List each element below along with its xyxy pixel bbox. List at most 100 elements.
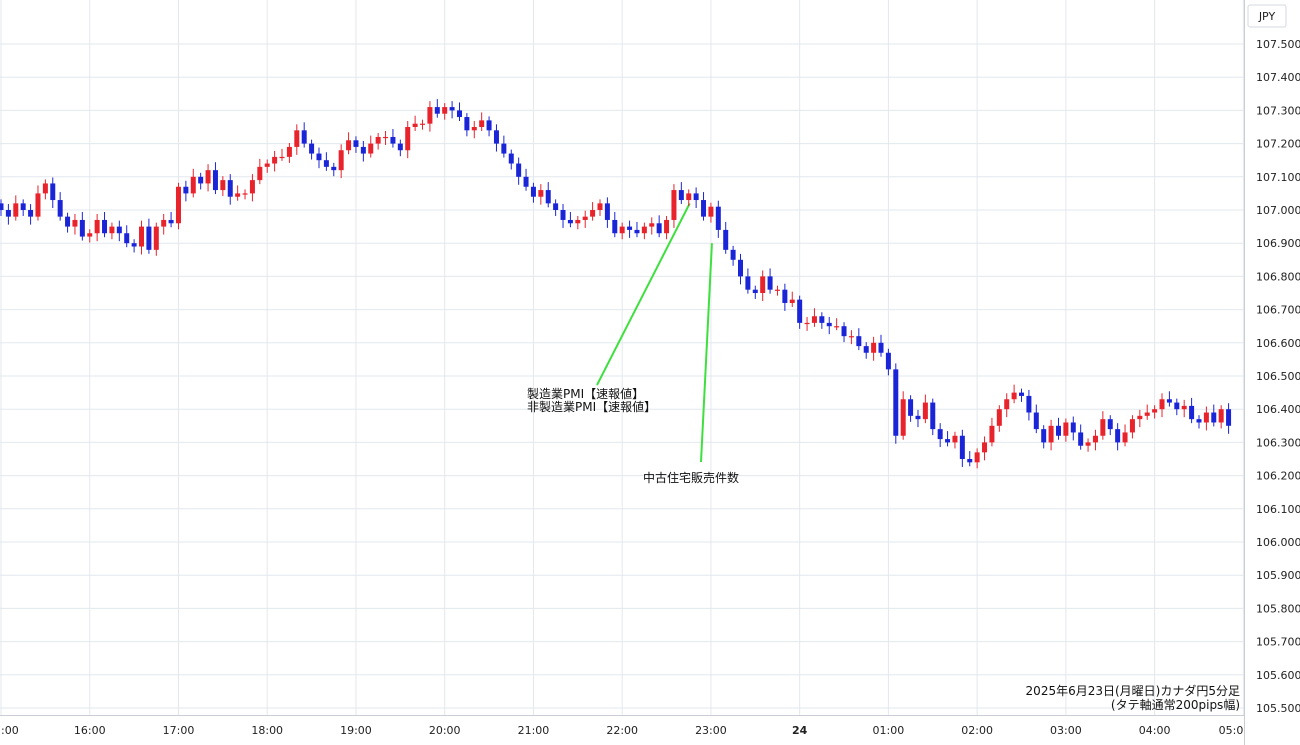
candle: [664, 215, 670, 240]
candle-body: [1033, 412, 1039, 430]
price-tick-label: 106.800: [1256, 270, 1300, 283]
time-tick-label: 18:00: [251, 724, 283, 737]
candle-body: [686, 193, 692, 201]
candle: [346, 132, 352, 155]
candle: [42, 179, 48, 200]
candle: [715, 200, 721, 238]
candle-body: [612, 219, 618, 234]
time-tick-label: 17:00: [163, 724, 195, 737]
price-tick-label: 105.800: [1256, 602, 1300, 615]
candle-body: [708, 206, 714, 217]
candle: [811, 308, 817, 327]
candle: [1152, 405, 1158, 419]
candle-body: [590, 210, 596, 217]
candle: [301, 122, 307, 148]
candle-body: [1100, 419, 1106, 436]
candle-body: [368, 143, 374, 154]
candle-body: [996, 409, 1002, 426]
candle: [235, 185, 241, 201]
candle-body: [730, 249, 736, 260]
candle: [1092, 429, 1098, 451]
candle-body: [153, 226, 159, 250]
price-tick-label: 107.300: [1256, 104, 1300, 117]
candle-body: [79, 219, 85, 237]
candle-body: [649, 223, 655, 227]
price-tick-label: 106.700: [1256, 304, 1300, 317]
candle: [183, 180, 189, 202]
candle-body: [50, 183, 56, 201]
candle: [1203, 406, 1209, 431]
candle-body: [752, 289, 758, 293]
candle: [390, 128, 396, 148]
time-axis: :00 16:00 17:00 18:00 19:00 20:00 21:00 22:00 23…: [1, 724, 1243, 737]
candle: [1226, 403, 1232, 434]
candle-body: [257, 166, 263, 181]
candle-body: [87, 233, 93, 237]
price-tick-label: 106.600: [1256, 337, 1300, 350]
candle: [338, 144, 344, 179]
candle: [789, 291, 795, 307]
candle: [168, 211, 174, 228]
time-tick-label: 23:00: [695, 724, 727, 737]
time-tick-label: 24: [792, 724, 808, 737]
candle: [915, 409, 921, 428]
candle-body: [501, 143, 507, 154]
candle-body: [508, 153, 514, 164]
chart-caption: 2025年6月23日(月曜日)カナダ円5分足(タテ軸通常200pips幅): [1026, 683, 1240, 712]
candle-body: [309, 143, 315, 154]
candle: [878, 334, 884, 357]
candle: [767, 268, 773, 294]
candle-body: [952, 435, 958, 443]
candle: [686, 189, 692, 207]
candle: [20, 199, 26, 216]
candle-body: [1144, 412, 1150, 416]
price-tick-label: 106.100: [1256, 503, 1300, 516]
candle: [1004, 393, 1010, 418]
candle-body: [383, 136, 389, 139]
candle: [567, 211, 573, 228]
candle-body: [930, 402, 936, 430]
time-tick-label: 21:00: [518, 724, 550, 737]
candle-body: [915, 415, 921, 420]
candle: [109, 222, 115, 240]
candle: [227, 174, 233, 205]
candle: [701, 192, 707, 221]
candle-body: [412, 123, 418, 127]
time-tick-label: 19:00: [340, 724, 372, 737]
candle: [79, 211, 85, 241]
candle: [1211, 404, 1217, 427]
candle: [760, 270, 766, 301]
candle-body: [0, 203, 4, 210]
candle-body: [1078, 432, 1084, 446]
candle-body: [1063, 422, 1069, 436]
candle-body: [442, 107, 448, 114]
candle-body: [279, 156, 285, 159]
candle: [730, 245, 736, 266]
candle-body: [804, 322, 810, 325]
candle: [427, 101, 433, 132]
event-annotations: 製造業PMI【速報値】非製造業PMI【速報値】中古住宅販売件数: [527, 202, 739, 485]
candle: [1078, 424, 1084, 450]
candle: [634, 221, 640, 238]
candle-body: [72, 219, 78, 227]
candle-body: [516, 163, 522, 177]
time-tick-label: 05:0: [1219, 724, 1244, 737]
candle: [1144, 404, 1150, 420]
candle-body: [641, 226, 647, 234]
candle: [1122, 424, 1128, 447]
time-tick-label: 22:00: [606, 724, 638, 737]
candle-body: [479, 120, 485, 127]
candle: [1085, 438, 1091, 452]
candle-body: [1070, 422, 1076, 433]
candle: [50, 177, 56, 209]
candle: [1129, 415, 1135, 439]
candle-body: [1137, 415, 1143, 420]
candle: [523, 168, 529, 191]
candle-body: [863, 346, 869, 353]
price-tick-label: 107.000: [1256, 204, 1300, 217]
candle: [908, 395, 914, 422]
candle-body: [434, 107, 440, 114]
candle-body: [35, 193, 41, 217]
candle-body: [738, 259, 743, 277]
